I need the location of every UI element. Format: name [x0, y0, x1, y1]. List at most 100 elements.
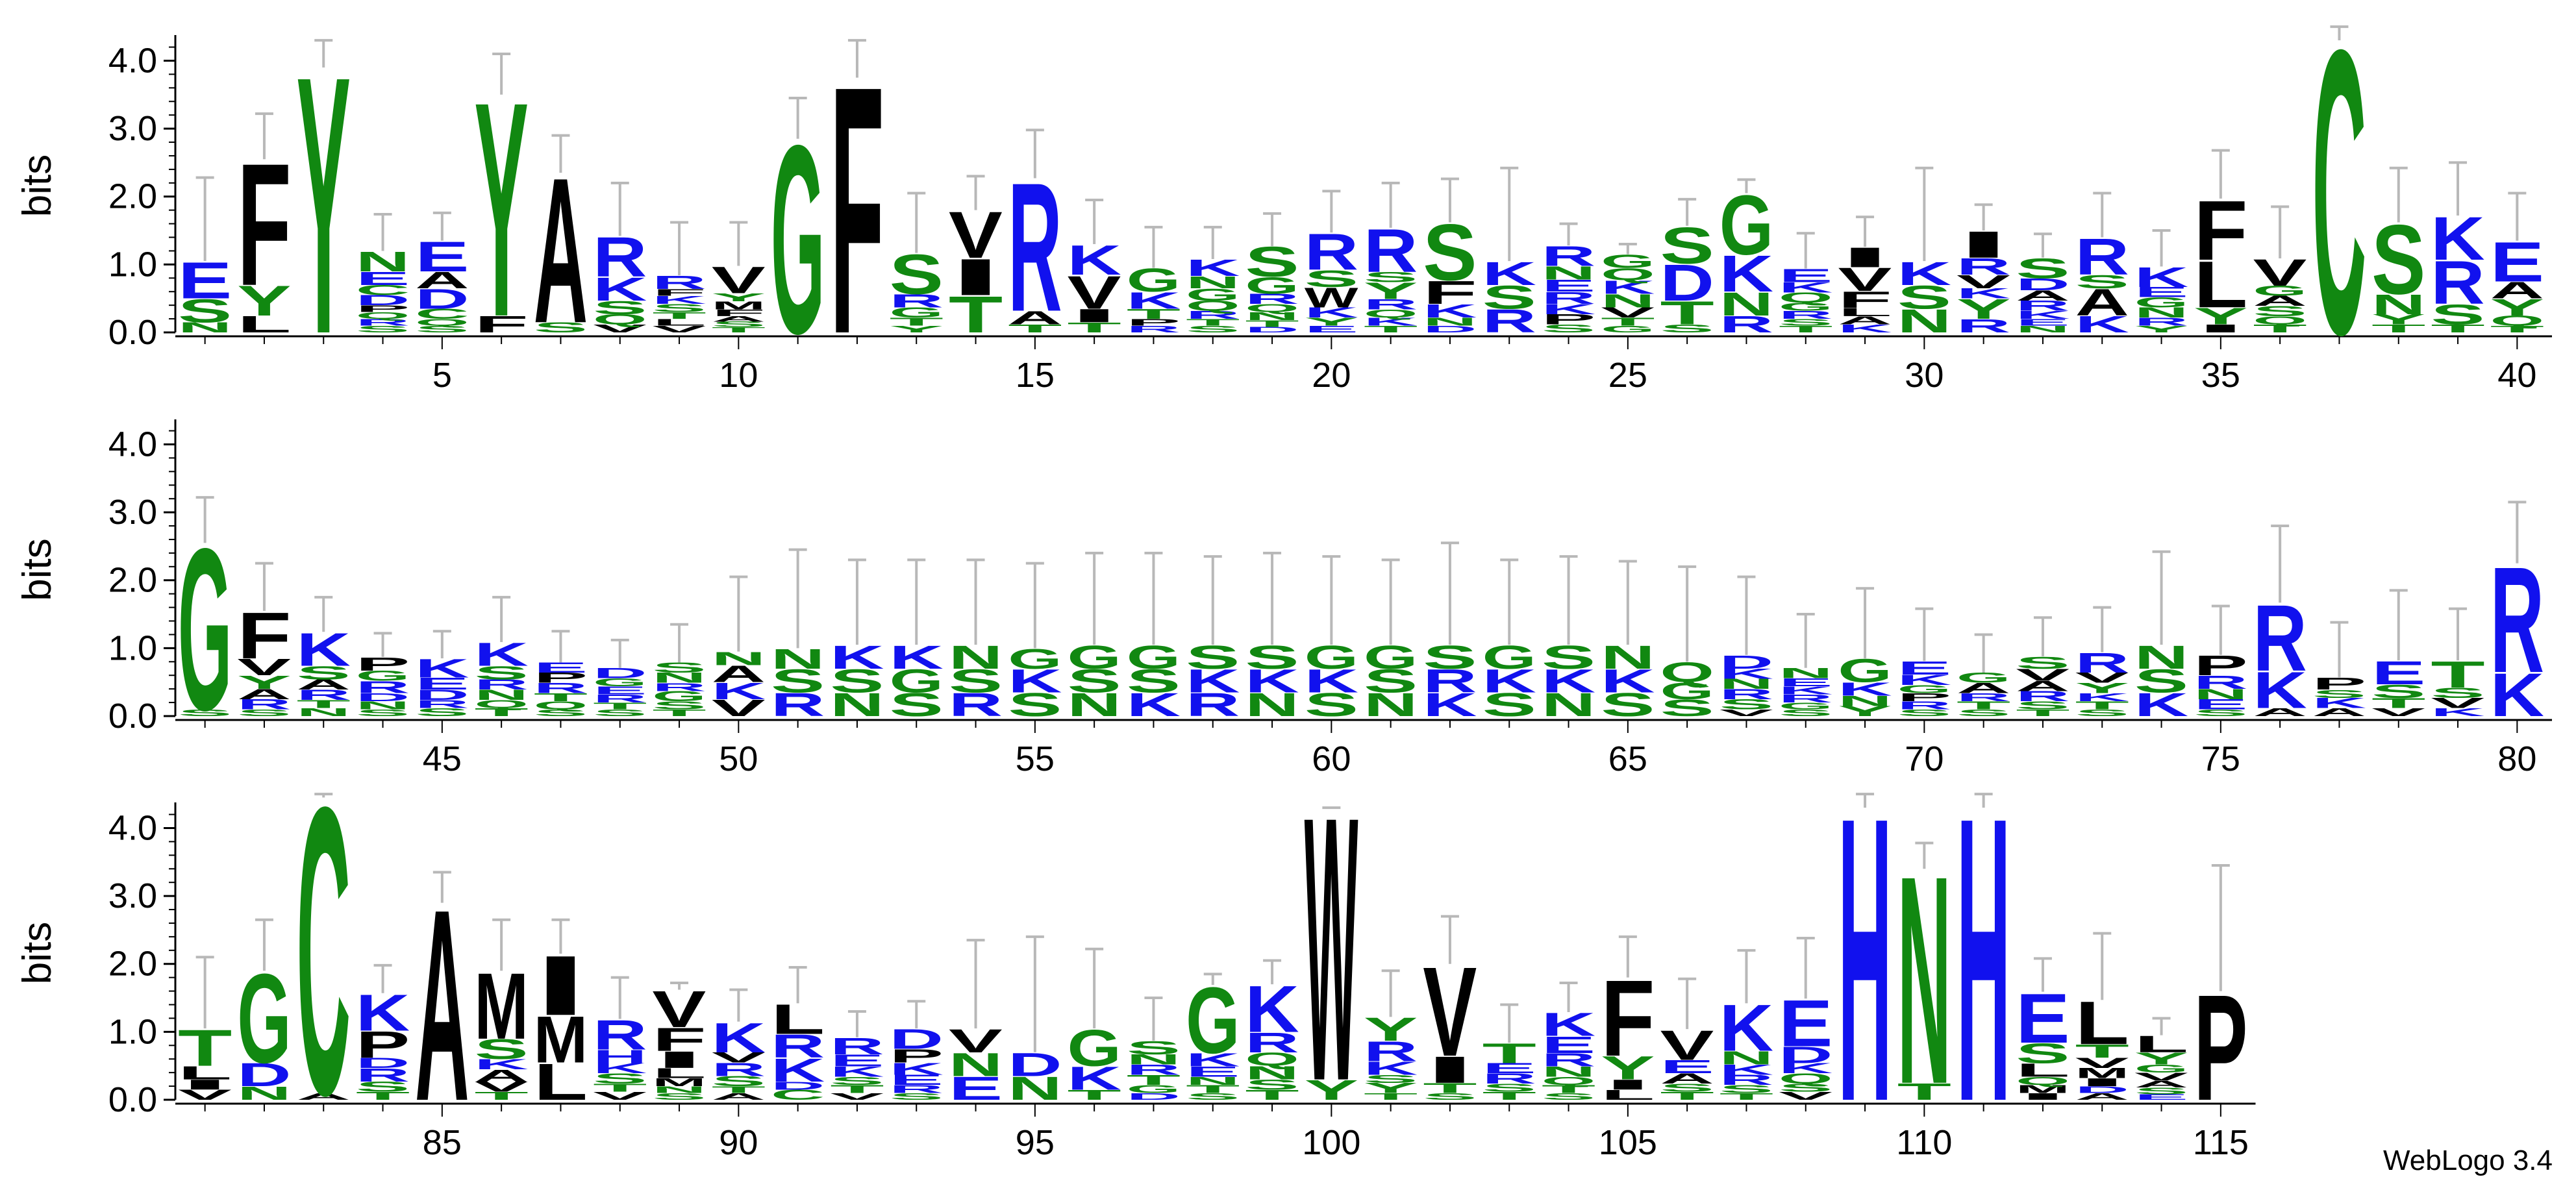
- y-axis-label-row-3: bits: [15, 922, 60, 984]
- residue-114-G: G: [2134, 1063, 2188, 1075]
- residue-42-F: F: [237, 599, 291, 673]
- residue-92-K: K: [830, 1064, 884, 1080]
- y-tick-label-row-3-3: 3.0: [108, 876, 157, 915]
- residue-14-T: T: [949, 286, 1003, 343]
- residue-101-Y: Y: [1364, 1011, 1418, 1048]
- residue-72-T: T: [2016, 708, 2070, 718]
- residue-9-F: F: [652, 287, 706, 297]
- residue-71-R: R: [1957, 691, 2010, 703]
- residue-21-R: R: [1364, 217, 1418, 286]
- residue-28-G: G: [1779, 301, 1832, 313]
- residue-17-P: P: [1127, 317, 1181, 327]
- residue-80-R: R: [2490, 536, 2544, 704]
- residue-48-S: S: [593, 708, 647, 718]
- residue-16-K: K: [1068, 236, 1121, 284]
- residue-54-S: S: [949, 663, 1003, 700]
- residue-92-R: R: [830, 1034, 884, 1060]
- residue-4-C: C: [356, 282, 410, 298]
- residue-97-T: T: [1127, 1072, 1181, 1087]
- residue-102-S: S: [1423, 1091, 1477, 1102]
- residue-55-K: K: [1008, 662, 1062, 699]
- residue-65-S: S: [1601, 687, 1655, 724]
- residue-19-R: R: [1245, 291, 1299, 306]
- residue-51-R: R: [771, 686, 825, 723]
- residue-108-E: E: [1779, 987, 1832, 1060]
- residue-39-S: S: [2431, 299, 2484, 330]
- residue-20-Y: Y: [1305, 316, 1358, 328]
- residue-44-R: R: [356, 678, 410, 697]
- residue-44-N: N: [356, 699, 410, 712]
- residue-66-Q: Q: [1660, 657, 1714, 689]
- x-tick-label-5: 5: [432, 356, 452, 395]
- residue-36-Q: Q: [2253, 314, 2307, 327]
- residue-3-Y: Y: [297, 0, 351, 410]
- residue-47-R: R: [534, 680, 588, 696]
- residue-9-K: K: [652, 293, 706, 306]
- residue-49-S: S: [652, 699, 706, 712]
- residue-9-T: T: [652, 310, 706, 321]
- residue-10-V: V: [712, 259, 766, 301]
- residue-21-Y: Y: [1364, 278, 1418, 304]
- residue-96-T: T: [1068, 1087, 1121, 1102]
- residue-13-S: S: [890, 243, 944, 306]
- residue-51-S: S: [771, 663, 825, 700]
- residue-46-S: S: [475, 663, 529, 684]
- residue-68-K: K: [1779, 684, 1832, 697]
- residue-95-N: N: [1008, 1070, 1062, 1107]
- residue-24-R: R: [1542, 240, 1595, 271]
- residue-56-S: S: [1068, 663, 1121, 700]
- residue-65-K: K: [1601, 662, 1655, 699]
- residue-73-T: T: [2075, 699, 2129, 712]
- residue-113-I: I: [2075, 1076, 2129, 1088]
- residue-27-G: G: [1719, 179, 1773, 273]
- residue-23-S: S: [1482, 279, 1536, 316]
- x-tick-label-30: 30: [1905, 356, 1944, 395]
- residue-75-E: E: [2194, 697, 2247, 712]
- x-tick-label-100: 100: [1302, 1123, 1360, 1162]
- residue-43-N: N: [297, 706, 351, 718]
- residue-69-K: K: [1838, 678, 1892, 699]
- residue-2-F: F: [237, 128, 291, 323]
- residue-96-G: G: [1068, 1019, 1121, 1078]
- residue-82-N: N: [237, 1083, 291, 1104]
- residue-72-S: S: [2016, 699, 2070, 712]
- residue-82-D: D: [237, 1056, 291, 1093]
- residue-47-P: P: [534, 670, 588, 686]
- residue-46-Q: Q: [475, 698, 529, 710]
- x-tick-label-95: 95: [1016, 1123, 1055, 1162]
- residue-25-K: K: [1601, 277, 1655, 297]
- residue-34-E: E: [2134, 284, 2188, 300]
- residue-40-E: E: [2490, 230, 2544, 293]
- residue-30-S: S: [1897, 279, 1951, 316]
- residue-108-Q: Q: [1779, 1071, 1832, 1086]
- y-tick-label-row-1-1: 1.0: [108, 245, 157, 284]
- residue-50-V: V: [712, 695, 766, 721]
- residue-61-G: G: [1364, 639, 1418, 676]
- residue-49-T: T: [652, 708, 706, 718]
- residue-14-V: V: [949, 199, 1003, 273]
- residue-31-V: V: [1957, 271, 2010, 293]
- residue-75-N: N: [2194, 686, 2247, 702]
- residue-73-K: K: [2075, 691, 2129, 703]
- residue-30-N: N: [1897, 303, 1951, 340]
- residue-93-R: R: [890, 1083, 944, 1095]
- residue-78-V: V: [2371, 706, 2425, 718]
- residue-69-N: N: [1838, 693, 1892, 709]
- x-tick-label-60: 60: [1312, 739, 1351, 778]
- residue-98-T: T: [1186, 1083, 1240, 1096]
- residue-50-N: N: [712, 648, 766, 669]
- residue-112-M: M: [2016, 1083, 2070, 1095]
- residue-106-E: E: [1660, 1056, 1714, 1077]
- residue-84-D: D: [356, 1055, 410, 1071]
- residue-38-T: T: [2371, 322, 2425, 335]
- residue-70-K: K: [1897, 672, 1951, 688]
- residue-24-S: S: [1542, 322, 1595, 335]
- residue-45-E: E: [415, 675, 469, 693]
- y-tick-label-row-2-4: 4.0: [108, 425, 157, 464]
- residue-107-R: R: [1719, 1072, 1773, 1087]
- residue-97-G: G: [1127, 1083, 1181, 1095]
- y-tick-label-row-1-2: 2.0: [108, 177, 157, 216]
- residue-47-T: T: [534, 691, 588, 704]
- residue-110-N: N: [1897, 814, 1951, 1147]
- residue-2-L: L: [237, 312, 291, 338]
